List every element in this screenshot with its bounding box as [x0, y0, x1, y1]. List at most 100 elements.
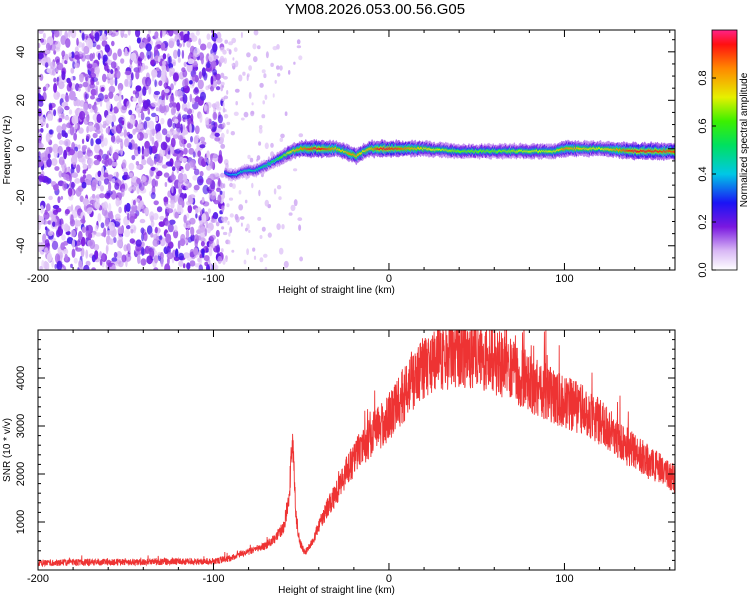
snr-ytick-label: 1000 [15, 510, 27, 534]
noise-speck [70, 76, 74, 82]
noise-speck [213, 112, 217, 119]
noise-speck [181, 114, 189, 120]
noise-speck [249, 157, 254, 163]
noise-speck [64, 253, 68, 262]
noise-speck [107, 192, 111, 197]
noise-speck [189, 248, 195, 258]
noise-speck [51, 158, 58, 166]
noise-speck [135, 70, 140, 80]
noise-speck [246, 248, 250, 256]
noise-speck [92, 133, 98, 139]
noise-speck [216, 101, 220, 109]
noise-speck [272, 46, 278, 51]
noise-speck [173, 256, 180, 262]
noise-speck [215, 128, 223, 133]
noise-speck [115, 30, 119, 33]
noise-speck [131, 154, 136, 161]
noise-speck [42, 86, 47, 92]
noise-speck [256, 155, 261, 161]
noise-speck [58, 81, 65, 90]
heatmap-xtick-label: 100 [555, 273, 573, 285]
noise-speck [129, 215, 135, 224]
noise-speck [190, 234, 195, 242]
noise-speck [96, 44, 101, 50]
noise-speck [91, 181, 97, 192]
noise-speck [129, 114, 135, 125]
noise-speck [227, 220, 230, 226]
noise-speck [71, 172, 79, 179]
colorbar-tick-label: 0.6 [697, 118, 709, 133]
noise-speck [45, 42, 51, 51]
noise-speck [118, 206, 122, 214]
noise-speck [40, 205, 44, 214]
noise-speck [57, 196, 61, 204]
noise-speck [151, 136, 155, 145]
noise-speck [298, 224, 302, 231]
noise-speck [113, 251, 118, 258]
noise-speck [128, 109, 133, 116]
noise-speck [114, 213, 121, 220]
noise-speck [53, 77, 57, 83]
noise-speck [64, 53, 69, 62]
noise-speck [258, 189, 261, 197]
noise-speck [83, 116, 90, 125]
noise-speck [194, 96, 201, 103]
noise-speck [154, 79, 157, 88]
noise-speck [109, 238, 114, 245]
noise-speck [179, 157, 185, 162]
noise-speck [40, 152, 46, 157]
noise-speck [38, 181, 41, 186]
noise-speck [253, 30, 259, 36]
noise-speck [146, 225, 153, 235]
noise-speck [182, 173, 188, 183]
noise-speck [94, 224, 99, 232]
noise-speck [70, 229, 76, 238]
noise-speck [104, 159, 109, 167]
noise-speck [142, 86, 147, 96]
noise-speck [165, 203, 171, 210]
noise-speck [94, 143, 101, 154]
noise-speck [244, 199, 248, 204]
noise-speck [47, 113, 53, 122]
noise-speck [177, 89, 183, 99]
noise-speck [136, 164, 141, 170]
noise-speck [191, 35, 198, 42]
noise-speck [137, 205, 141, 212]
noise-speck [195, 207, 199, 214]
noise-speck [150, 102, 158, 107]
noise-speck [166, 252, 174, 260]
noise-speck [158, 235, 163, 240]
noise-speck [253, 56, 258, 63]
noise-speck [226, 203, 230, 208]
noise-speck [172, 130, 178, 135]
noise-speck [81, 138, 85, 144]
noise-speck [89, 239, 96, 250]
noise-speck [167, 223, 174, 233]
noise-speck [210, 60, 217, 68]
snr-frame [37, 329, 676, 571]
noise-speck [161, 128, 168, 136]
noise-speck [110, 161, 118, 167]
noise-speck [223, 190, 225, 196]
noise-speck [79, 195, 84, 203]
noise-speck [222, 101, 225, 108]
noise-speck [90, 138, 94, 147]
noise-speck [257, 216, 262, 221]
noise-speck [150, 192, 156, 200]
noise-speck [222, 231, 228, 236]
noise-speck [296, 39, 301, 45]
noise-speck [267, 232, 272, 238]
noise-speck [156, 170, 163, 177]
noise-speck [166, 208, 174, 214]
noise-speck [82, 215, 85, 225]
noise-speck [276, 65, 280, 70]
noise-speck [209, 190, 217, 200]
noise-speck [85, 93, 89, 100]
snr-ylabel: SNR (10 * v/v) [2, 418, 13, 482]
noise-speck [58, 118, 63, 123]
noise-speck [74, 62, 80, 69]
noise-speck [83, 102, 89, 112]
noise-speck [177, 173, 183, 183]
noise-speck [157, 56, 161, 63]
noise-speck [64, 139, 71, 147]
